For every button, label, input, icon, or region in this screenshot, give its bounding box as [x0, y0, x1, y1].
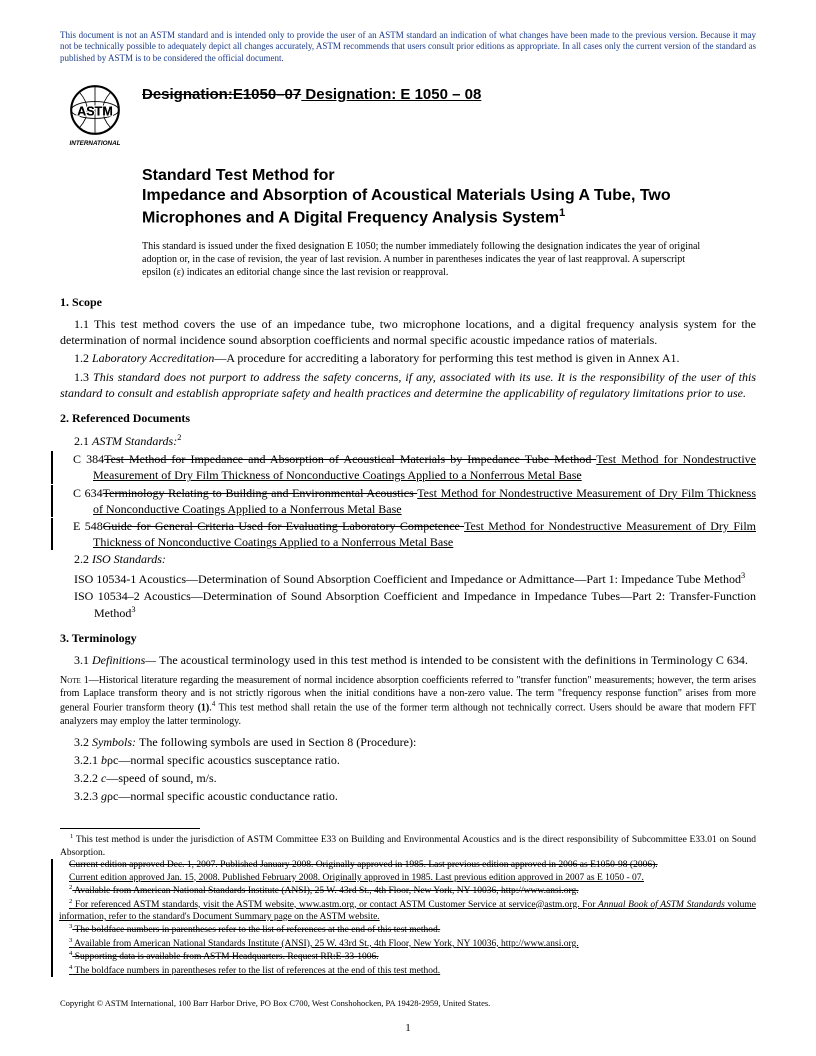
- footnote-2-new: 2 For referenced ASTM standards, visit t…: [59, 897, 756, 923]
- ref-e548: E 548Guide for General Criteria Used for…: [59, 518, 756, 550]
- title-line1: Standard Test Method for: [142, 166, 756, 186]
- para-3-2-3: 3.2.3 gρc—normal specific acoustic condu…: [60, 788, 756, 804]
- ref-c384-bar: C 384Test Method for Impedance and Absor…: [51, 451, 756, 483]
- footnote-1b-bar: Current edition approved Dec. 1, 2007. P…: [51, 859, 756, 884]
- footnote-1: 1 This test method is under the jurisdic…: [60, 833, 756, 859]
- svg-text:ASTM: ASTM: [77, 104, 113, 118]
- para-3-1: 3.1 Definitions— The acoustical terminol…: [60, 652, 756, 668]
- para-3-2-2: 3.2.2 c—speed of sound, m/s.: [60, 770, 756, 786]
- section-2-head: 2. Referenced Documents: [60, 411, 756, 426]
- issued-note: This standard is issued under the fixed …: [142, 240, 756, 279]
- ref-iso2: ISO 10534–2 Acoustics—Determination of S…: [60, 588, 756, 621]
- symbols-block: 3.2 Symbols: The following symbols are u…: [60, 734, 756, 805]
- section-3-head: 3. Terminology: [60, 631, 756, 646]
- para-1-2: 1.2 Laboratory Accreditation—A procedure…: [60, 350, 756, 366]
- copyright-line: Copyright © ASTM International, 100 Barr…: [60, 998, 490, 1008]
- header-row: ASTM ASTM INTERNATIONAL Designation:E105…: [60, 82, 756, 152]
- footnote-1c: Current edition approved Jan. 15, 2008. …: [59, 872, 756, 884]
- footnote-3-old: 3 The boldface numbers in parentheses re…: [59, 923, 756, 937]
- para-2-2-wrap: 2.2 ISO Standards:: [60, 551, 756, 567]
- ref-e548-bar: E 548Guide for General Criteria Used for…: [51, 518, 756, 550]
- title-block: Standard Test Method for Impedance and A…: [142, 166, 756, 228]
- para-1-1: 1.1 This test method covers the use of a…: [60, 316, 756, 348]
- new-designation: Designation: E 1050 – 08: [301, 86, 481, 103]
- section-1-body: 1.1 This test method covers the use of a…: [60, 316, 756, 401]
- ref-iso1: ISO 10534-1 Acoustics—Determination of S…: [60, 570, 756, 587]
- section-3-body: 3.1 Definitions— The acoustical terminol…: [60, 652, 756, 668]
- page-number: 1: [405, 1022, 411, 1034]
- astm-logo: ASTM ASTM INTERNATIONAL: [60, 82, 130, 152]
- footnote-3-new: 3 Available from American National Stand…: [59, 937, 756, 951]
- title-line2: Impedance and Absorption of Acoustical M…: [142, 186, 756, 228]
- old-designation: Designation:E1050–07: [142, 86, 301, 103]
- para-2-1: 2.1 ASTM Standards:2: [60, 432, 756, 449]
- footnote-1b: Current edition approved Dec. 1, 2007. P…: [59, 859, 756, 871]
- para-2-2: 2.2 ISO Standards:: [60, 551, 756, 567]
- para-3-2-1: 3.2.1 bρc—normal specific acoustics susc…: [60, 752, 756, 768]
- footnotes-rule: [60, 828, 200, 829]
- para-1-3: 1.3 This standard does not purport to ad…: [60, 369, 756, 401]
- designation-line: Designation:E1050–07 Designation: E 1050…: [142, 86, 481, 103]
- ref-c634-bar: C 634Terminology Relating to Building an…: [51, 485, 756, 517]
- para-3-2: 3.2 Symbols: The following symbols are u…: [60, 734, 756, 750]
- logo-subtext: INTERNATIONAL: [70, 140, 121, 147]
- section-2-body: 2.1 ASTM Standards:2: [60, 432, 756, 449]
- footnote-4-bar: 4 Supporting data is available from ASTM…: [51, 950, 756, 977]
- ref-c384: C 384Test Method for Impedance and Absor…: [59, 451, 756, 483]
- footnote-4-new: 4 The boldface numbers in parentheses re…: [59, 964, 756, 978]
- section-1-head: 1. Scope: [60, 295, 756, 310]
- footnote-2-bar: 2 Available from American National Stand…: [51, 884, 756, 923]
- note-1: Note 1—Historical literature regarding t…: [60, 674, 756, 727]
- footnote-3-bar: 3 The boldface numbers in parentheses re…: [51, 923, 756, 950]
- footnote-2-old: 2 Available from American National Stand…: [59, 884, 756, 898]
- ref-c634: C 634Terminology Relating to Building an…: [59, 485, 756, 517]
- top-disclaimer: This document is not an ASTM standard an…: [60, 30, 756, 64]
- footnote-4-old: 4 Supporting data is available from ASTM…: [59, 950, 756, 964]
